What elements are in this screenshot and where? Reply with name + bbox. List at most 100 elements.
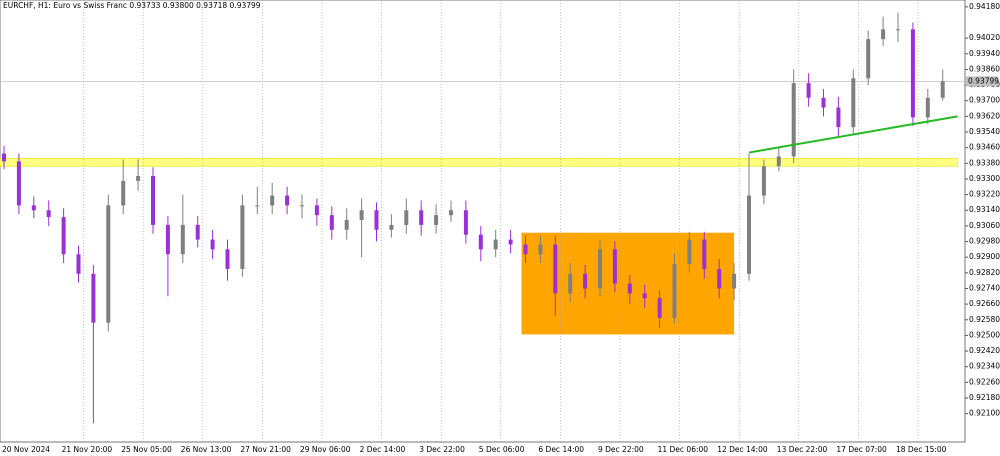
candle-body [583, 273, 588, 289]
candle-body [329, 215, 334, 230]
candle-body [672, 264, 677, 318]
candle-body [255, 205, 260, 207]
y-tick-label: 0.93700 [969, 96, 1000, 105]
candle-body [538, 244, 543, 255]
candle-body [553, 244, 558, 294]
x-tick-label: 17 Dec 07:00 [836, 445, 887, 454]
x-tick-label: 2 Dec 14:00 [360, 445, 406, 454]
candle-body [434, 215, 439, 225]
candle-body [270, 195, 275, 206]
candle-body [419, 210, 424, 225]
x-tick-label: 25 Nov 05:00 [121, 445, 172, 454]
candle-body [612, 249, 617, 284]
y-tick-label: 0.93300 [969, 174, 1000, 183]
candle-body [359, 210, 364, 221]
candle-body [627, 283, 632, 294]
y-tick-label: 0.94020 [969, 33, 1000, 42]
y-tick-label: 0.93380 [969, 158, 1000, 167]
candle-body [225, 249, 230, 269]
candle-body [2, 153, 6, 162]
candle-body [851, 78, 856, 128]
candle-body [91, 273, 96, 323]
plot-frame [0, 0, 966, 443]
candle-body [404, 210, 409, 225]
candle-body [195, 224, 200, 240]
bid-box [966, 76, 998, 87]
x-tick-label: 11 Dec 06:00 [658, 445, 709, 454]
candle-body [642, 293, 647, 299]
x-tick-label: 3 Dec 22:00 [419, 445, 465, 454]
candle-body [463, 210, 468, 235]
x-tick-label: 12 Dec 14:00 [717, 445, 768, 454]
trendline [748, 115, 958, 154]
y-tick-label: 0.92420 [969, 346, 1000, 355]
y-tick-label: 0.92180 [969, 393, 1000, 402]
candle-body [210, 239, 215, 250]
x-tick-label: 5 Dec 06:00 [479, 445, 525, 454]
candle-body [940, 81, 945, 98]
x-tick-label: 26 Nov 13:00 [181, 445, 232, 454]
candle-body [910, 29, 915, 118]
candle-body [821, 97, 826, 108]
candle-body [16, 161, 21, 206]
y-tick-label: 0.93220 [969, 190, 1000, 199]
candle-body [136, 176, 141, 181]
x-tick-label: 20 Nov 2024 [2, 445, 50, 454]
candle-body [31, 205, 36, 211]
bid-label: 0.93799 [968, 76, 999, 85]
y-tick-label: 0.92660 [969, 299, 1000, 308]
candle-body [866, 39, 871, 79]
y-tick-label: 0.93860 [969, 64, 1000, 73]
candle-body [687, 239, 692, 265]
candle-body [285, 195, 290, 206]
candle-body [106, 205, 111, 323]
candle-body [747, 195, 751, 274]
y-tick-label: 0.92100 [969, 409, 1000, 418]
candle-body [240, 205, 245, 269]
y-tick-label: 0.93540 [969, 127, 1000, 136]
candle-body [776, 156, 781, 167]
candle-body [508, 239, 513, 245]
candle-body [896, 29, 900, 31]
x-tick-label: 29 Nov 06:00 [300, 445, 351, 454]
y-tick-label: 0.92980 [969, 237, 1000, 246]
y-tick-label: 0.92260 [969, 377, 1000, 386]
y-tick-label: 0.93060 [969, 221, 1000, 230]
candle-body [121, 180, 126, 206]
candle-body [76, 254, 81, 274]
candle-body [61, 217, 66, 255]
candle-body [180, 224, 185, 255]
candle-body [449, 210, 453, 216]
x-tick-label: 13 Dec 22:00 [777, 445, 828, 454]
candle-body [598, 249, 602, 289]
y-tick-label: 0.93940 [969, 49, 1000, 58]
y-tick-label: 0.93460 [969, 143, 1000, 152]
candle-body [881, 29, 886, 40]
y-tick-label: 0.92500 [969, 330, 1000, 339]
candle-body [374, 210, 379, 230]
y-tick-label: 0.93140 [969, 205, 1000, 214]
y-tick-label: 0.93620 [969, 111, 1000, 120]
candle-body [344, 220, 349, 230]
candle-body [568, 273, 573, 294]
chart-title: EURCHF, H1: Euro vs Swiss Franc 0.93733 … [3, 1, 261, 10]
candle-body [478, 234, 483, 250]
x-tick-label: 27 Nov 21:00 [240, 445, 291, 454]
y-tick-label: 0.92900 [969, 252, 1000, 261]
candle-body [761, 166, 766, 196]
candle-body [314, 205, 319, 216]
candle-body [46, 210, 51, 218]
x-tick-label: 9 Dec 22:00 [598, 445, 644, 454]
candle-body [151, 176, 155, 225]
candle-body [165, 224, 170, 255]
candle-body [300, 205, 304, 207]
candle-body [791, 83, 796, 157]
x-tick-label: 6 Dec 14:00 [538, 445, 584, 454]
candle-body [702, 239, 707, 269]
candle-body [925, 97, 930, 118]
zone [0, 158, 958, 167]
candle-body [836, 107, 841, 128]
candle-body [717, 268, 722, 289]
